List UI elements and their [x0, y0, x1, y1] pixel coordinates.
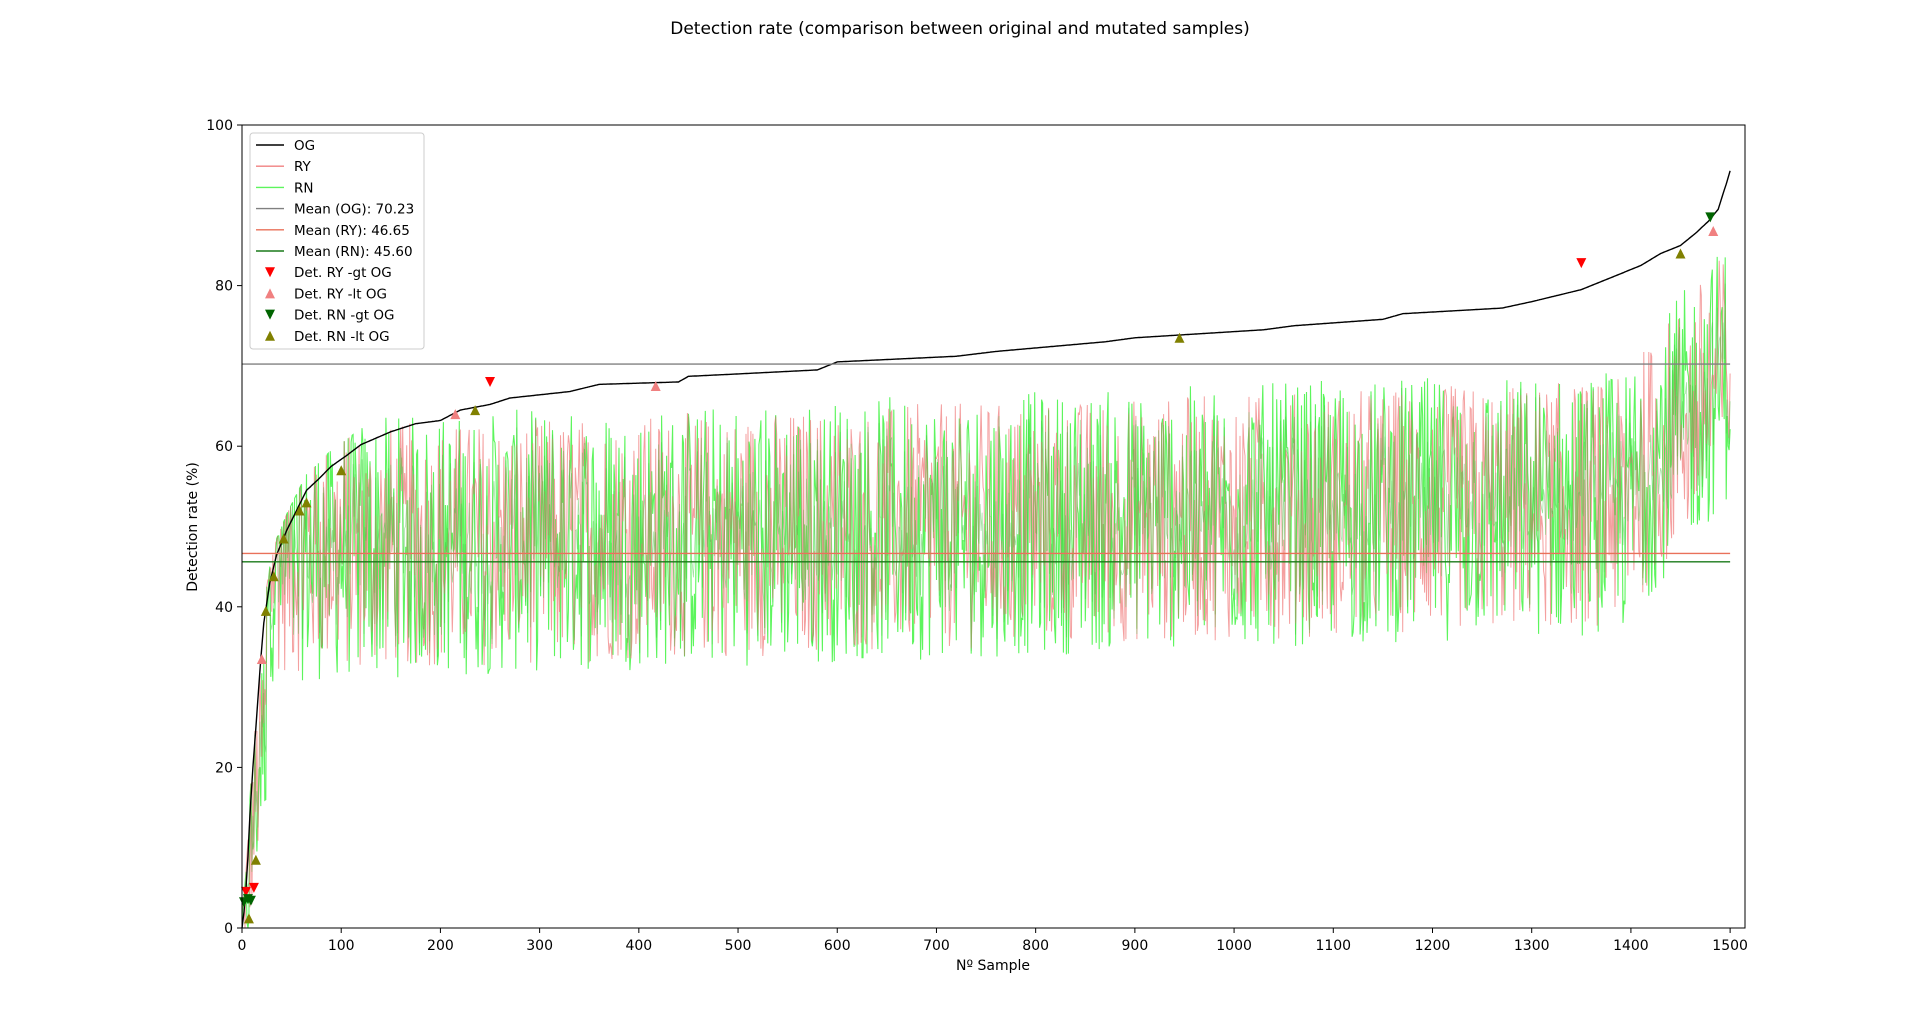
- x-tick-label: 100: [328, 938, 355, 954]
- x-axis-label: Nº Sample: [956, 958, 1030, 974]
- x-tick-label: 1100: [1315, 938, 1351, 954]
- detection-marker: [245, 895, 256, 906]
- legend-label: OG: [294, 138, 315, 154]
- series-overlap-line: [241, 283, 1731, 921]
- legend-label: Det. RN -gt OG: [294, 308, 394, 324]
- detection-marker: [650, 380, 661, 391]
- x-tick-label: 300: [526, 938, 553, 954]
- x-tick-label: 500: [725, 938, 752, 954]
- x-tick-label: 0: [238, 938, 247, 954]
- y-axis-label: Detection rate (%): [185, 462, 201, 592]
- detection-marker: [470, 405, 481, 416]
- y-tick-label: 80: [215, 279, 233, 295]
- detection-marker: [1708, 225, 1719, 236]
- legend-label: Mean (RN): 45.60: [294, 244, 413, 260]
- detection-marker: [240, 886, 251, 897]
- detection-marker: [1576, 258, 1587, 269]
- detection-marker: [1675, 248, 1686, 259]
- legend-marker: [265, 267, 275, 278]
- legend-box: [249, 132, 425, 350]
- legend-label: Det. RN -lt OG: [294, 329, 390, 345]
- detection-marker: [250, 854, 261, 865]
- series-og-line: [241, 170, 1731, 929]
- mean-lines: [242, 363, 1731, 563]
- detection-marker: [248, 882, 259, 893]
- plot-frame: [241, 124, 1746, 929]
- y-tick-label: 60: [215, 439, 233, 455]
- x-tick-label: 1000: [1216, 938, 1252, 954]
- legend: OG RY RN Mean (OG): 70.23 Mean (RY): 46.65 Me…: [249, 132, 425, 350]
- x-tick-label: 900: [1122, 938, 1149, 954]
- x-axis-ticks: 0 100 200 300 400 500 600 700 800 900 1000 1100 1200…: [238, 928, 1748, 954]
- detection-marker: [1705, 212, 1716, 223]
- detection-marker: [294, 505, 305, 516]
- legend-marker: [265, 288, 275, 299]
- x-tick-label: 800: [1022, 938, 1049, 954]
- detection-marker: [268, 571, 279, 582]
- detection-marker: [485, 376, 496, 387]
- detection-marker: [301, 497, 312, 508]
- y-tick-label: 100: [206, 118, 233, 134]
- x-tick-label: 1500: [1712, 938, 1748, 954]
- legend-label: RY: [294, 159, 312, 175]
- detection-marker: [278, 533, 289, 544]
- x-tick-label: 400: [625, 938, 652, 954]
- legend-label: Mean (OG): 70.23: [294, 202, 414, 218]
- legend-label: Det. RY -gt OG: [294, 265, 392, 281]
- y-tick-label: 40: [215, 600, 233, 616]
- y-tick-label: 0: [224, 921, 233, 937]
- series-layer: [241, 170, 1731, 929]
- x-tick-label: 1200: [1415, 938, 1451, 954]
- legend-label: Det. RY -lt OG: [294, 286, 387, 302]
- x-tick-label: 700: [923, 938, 950, 954]
- detection-marker: [1174, 332, 1185, 343]
- series-rn-line: [241, 256, 1731, 929]
- chart-title: Detection rate (comparison between origi…: [670, 19, 1250, 39]
- detection-marker: [243, 913, 254, 924]
- detection-marker: [256, 653, 267, 664]
- legend-label: Mean (RY): 46.65: [294, 223, 410, 239]
- x-tick-label: 600: [824, 938, 851, 954]
- y-tick-label: 20: [215, 760, 233, 776]
- x-tick-label: 1300: [1514, 938, 1550, 954]
- legend-marker: [265, 309, 275, 320]
- detection-marker: [260, 605, 271, 616]
- detection-marker: [336, 465, 347, 476]
- legend-label: RN: [294, 180, 313, 196]
- detection-markers: [238, 212, 1719, 924]
- y-axis-ticks: 0 20 40 60 80 100: [206, 118, 242, 937]
- detection-marker: [450, 409, 461, 420]
- series-ry-line: [241, 260, 1731, 929]
- x-tick-label: 1400: [1613, 938, 1649, 954]
- x-tick-label: 200: [427, 938, 454, 954]
- legend-marker: [265, 330, 275, 341]
